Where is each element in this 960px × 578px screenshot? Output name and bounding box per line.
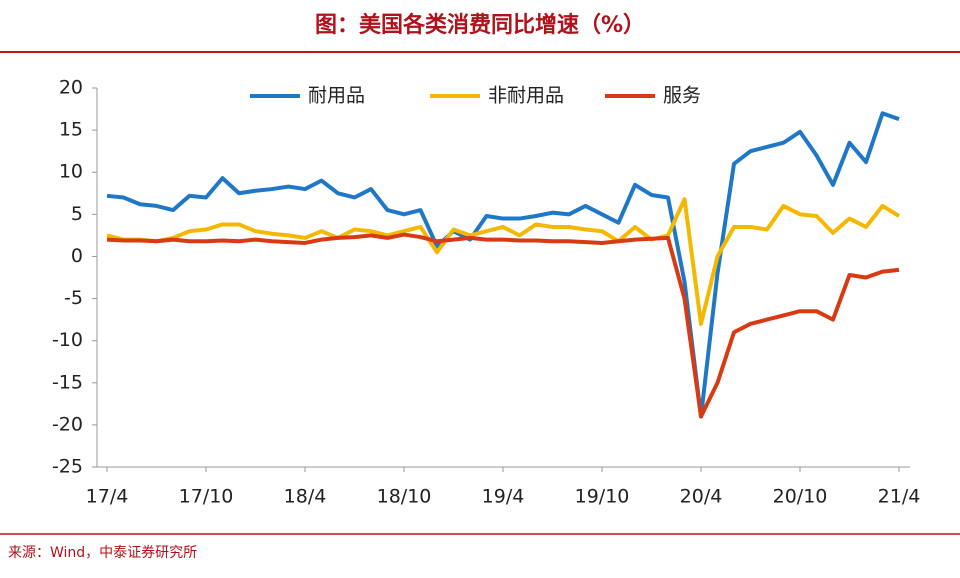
y-tick-label: 15 (59, 119, 83, 141)
y-tick-label: -25 (52, 456, 83, 478)
x-tick-label: 20/4 (680, 486, 723, 508)
x-tick-label: 19/10 (575, 486, 630, 508)
y-tick-label: -20 (52, 413, 83, 435)
y-tick-label: 10 (59, 161, 83, 183)
series-line (106, 232, 900, 419)
y-tick-label: 20 (59, 77, 83, 99)
x-tick-label: 17/10 (179, 486, 234, 508)
legend-label: 服务 (663, 85, 701, 107)
x-tick-label: 20/10 (773, 486, 828, 508)
legend-label: 耐用品 (308, 85, 365, 107)
x-tick-label: 18/4 (284, 486, 327, 508)
x-tick-label: 21/4 (878, 486, 921, 508)
chart-title: 图：美国各类消费同比增速（%） (315, 12, 645, 38)
series-line (106, 111, 900, 419)
x-tick-label: 18/10 (377, 486, 432, 508)
y-tick-label: 0 (71, 245, 83, 267)
y-tick-label: -5 (64, 287, 83, 309)
series-line (106, 197, 901, 326)
x-tick-label: 19/4 (482, 486, 525, 508)
y-tick-label: 5 (71, 203, 83, 225)
legend-label: 非耐用品 (488, 85, 564, 107)
y-tick-label: -10 (52, 329, 83, 351)
x-tick-label: 17/4 (86, 486, 129, 508)
y-tick-label: -15 (52, 371, 83, 393)
source: 来源：Wind，中泰证券研究所 (8, 545, 197, 561)
